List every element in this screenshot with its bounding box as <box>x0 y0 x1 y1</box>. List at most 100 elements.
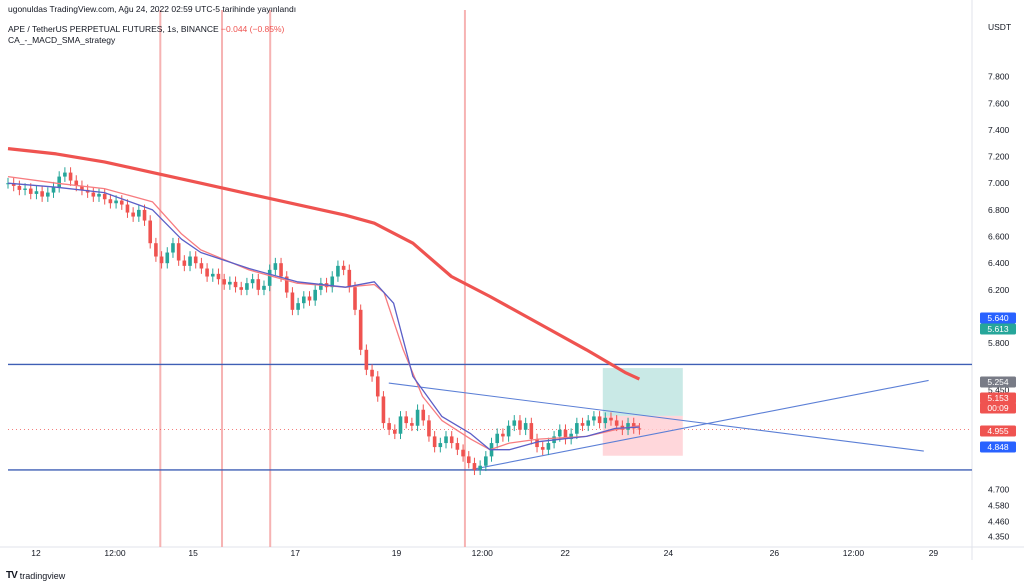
price-candle <box>341 265 346 270</box>
price-badge-label: 00:09 <box>987 403 1009 413</box>
price-candle <box>108 199 113 204</box>
price-badge-label: 4.955 <box>987 426 1009 436</box>
price-candle <box>535 439 539 448</box>
price-candle <box>597 416 602 424</box>
price-badge <box>980 402 1016 414</box>
price-candle <box>102 193 107 200</box>
price-candle <box>302 296 306 304</box>
price-candle <box>319 283 323 290</box>
price-candle <box>461 449 465 457</box>
x-tick-label: 12:00 <box>843 548 865 558</box>
price-badge-label: 5.153 <box>987 393 1009 403</box>
y-tick-label: 5.450 <box>988 385 1010 395</box>
slow-ma-line <box>7 182 640 451</box>
price-candle <box>495 433 500 444</box>
fast-ma-line <box>7 175 640 451</box>
price-candle <box>603 417 608 424</box>
price-candle <box>273 263 278 270</box>
price-badge <box>980 441 1016 453</box>
price-candle <box>210 273 215 277</box>
price-badge-label: 5.640 <box>987 313 1009 323</box>
symbol-legend[interactable]: APE / TetherUS PERPETUAL FUTURES, 1s, BI… <box>8 24 284 34</box>
price-candle <box>410 423 414 426</box>
x-tick-label: 17 <box>291 548 301 558</box>
x-tick-label: 22 <box>560 548 570 558</box>
indicator-legend[interactable]: CA_-_MACD_SMA_strategy <box>8 35 116 45</box>
price-candle <box>34 191 39 194</box>
price-candle <box>171 243 175 253</box>
x-tick-label: 12 <box>31 548 41 558</box>
price-candle <box>68 172 73 181</box>
price-candle <box>131 212 135 217</box>
price-candle <box>518 420 522 430</box>
x-tick-label: 15 <box>188 548 198 558</box>
price-candle <box>233 281 238 288</box>
y-tick-label: 7.000 <box>988 178 1010 188</box>
price-candle <box>216 273 221 280</box>
y-tick-label: 4.580 <box>988 501 1010 511</box>
price-candle <box>506 425 511 437</box>
price-candle <box>370 369 374 377</box>
price-candle <box>478 465 482 470</box>
x-tick-label: 29 <box>929 548 939 558</box>
price-candle <box>466 456 471 464</box>
price-badge <box>980 376 1016 388</box>
price-candle <box>57 176 61 188</box>
price-candle <box>91 192 96 197</box>
price-candle <box>313 289 317 301</box>
price-candle <box>626 423 630 430</box>
price-candle <box>114 200 118 204</box>
price-candle <box>472 463 477 470</box>
currency-label: USDT <box>988 22 1011 32</box>
price-candle <box>222 279 226 285</box>
price-candle <box>523 423 528 430</box>
price-candle <box>631 423 636 429</box>
y-tick-label: 7.400 <box>988 125 1010 135</box>
price-candle <box>575 423 579 434</box>
price-candle <box>137 209 141 217</box>
price-candle <box>205 268 209 277</box>
published-caption: ugonuldas TradingView.com, Ağu 24, 2022 … <box>8 4 297 14</box>
price-change: −0.044 (−0.85%) <box>221 24 285 34</box>
price-candle <box>381 396 386 424</box>
price-candle <box>546 443 551 450</box>
price-candle <box>557 429 562 437</box>
price-candle <box>563 429 568 440</box>
price-candle <box>80 185 84 190</box>
price-candle <box>387 423 391 430</box>
price-candle <box>23 188 27 190</box>
price-candle <box>154 243 158 257</box>
price-candle <box>364 349 369 370</box>
y-tick-label: 4.350 <box>988 531 1010 541</box>
trendline <box>388 382 924 452</box>
price-candle <box>188 256 192 266</box>
price-candle <box>284 276 289 293</box>
price-candle <box>404 416 408 424</box>
price-candle <box>11 183 16 186</box>
footer-brand[interactable]: TV tradingview <box>6 570 65 581</box>
y-tick-label: 6.600 <box>988 232 1010 242</box>
price-candle <box>393 429 397 434</box>
price-candle <box>347 269 352 288</box>
price-candle <box>421 409 426 421</box>
price-candle <box>569 433 573 440</box>
x-tick-label: 24 <box>664 548 674 558</box>
price-candle <box>267 269 272 286</box>
price-candle <box>148 220 153 244</box>
x-tick-label: 12:00 <box>472 548 494 558</box>
price-candle <box>438 443 443 448</box>
x-tick-label: 19 <box>392 548 402 558</box>
vertical-signal-marker <box>159 10 162 547</box>
price-candle <box>484 456 488 466</box>
y-tick-label: 7.800 <box>988 72 1010 82</box>
price-candle <box>614 420 619 426</box>
price-candle <box>512 420 517 426</box>
price-candle <box>228 281 232 285</box>
price-candle <box>119 200 124 205</box>
price-candle <box>455 443 460 450</box>
y-tick-label: 7.600 <box>988 98 1010 108</box>
trendline <box>470 379 929 471</box>
price-candle <box>358 309 363 350</box>
price-candle <box>501 433 505 437</box>
